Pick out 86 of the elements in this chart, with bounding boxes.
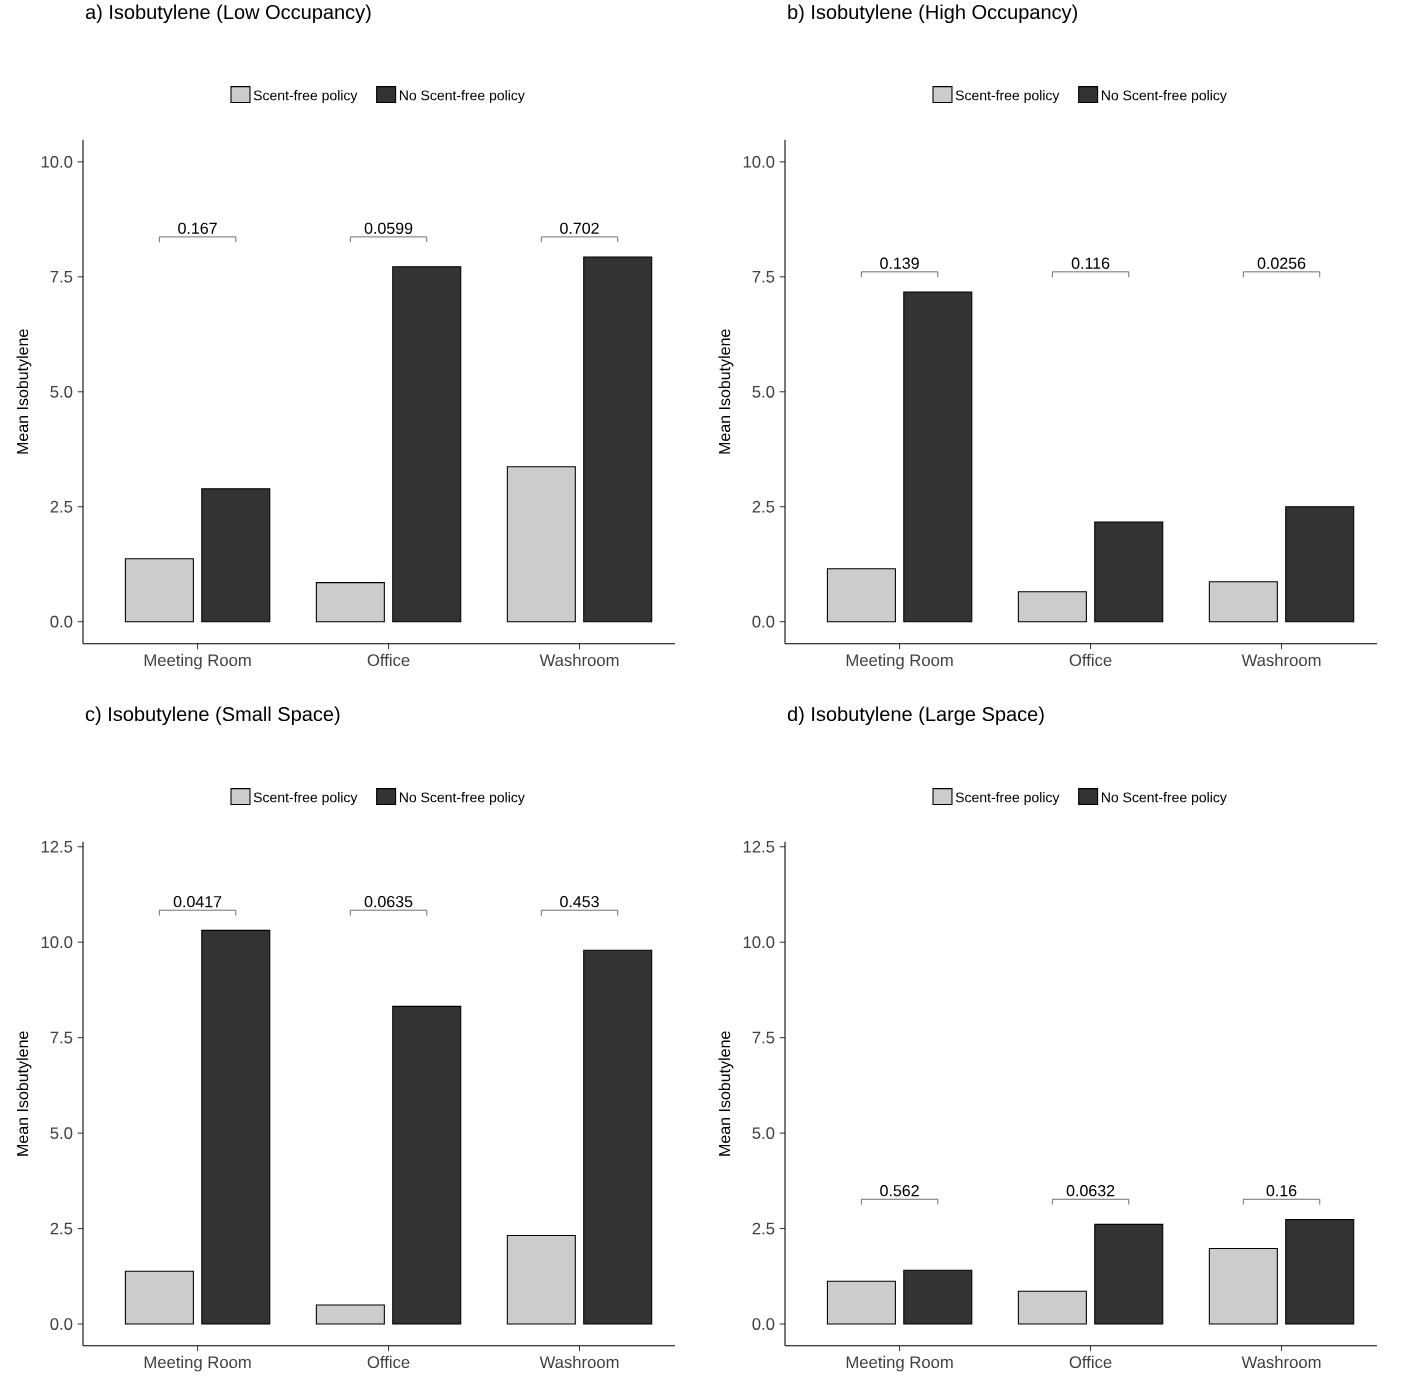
bar [1285,1218,1355,1325]
y-tick-label: 2.5 [50,500,73,513]
bar [1208,581,1278,623]
y-tick-label: 12.5 [743,840,775,853]
legend-label: No Scent-free policy [399,792,525,806]
y-tick-label: 0.0 [50,1318,73,1331]
y-tick-label: 7.5 [50,271,73,283]
x-tick-label: Meeting Room [144,653,251,670]
legend-label: Scent-free policy [253,792,358,806]
bar [201,929,271,1325]
y-tick-label: 10.0 [743,936,775,949]
x-tick-label: Office [1069,653,1112,667]
bar [903,1269,973,1325]
annotation: 0.453 [560,896,599,908]
x-tick-label: Meeting Room [846,1355,953,1372]
x-tick-label: Meeting Room [144,1355,251,1372]
y-axis-title: Mean Isobutylene [718,1031,734,1156]
annotation: 0.0632 [1066,1185,1115,1197]
x-tick-label: Washroom [539,1355,619,1369]
annotation: 0.0256 [1257,257,1306,269]
bar [1208,1247,1278,1325]
x-tick-label: Meeting Room [846,653,953,670]
bar [315,1304,385,1325]
legend-label: Scent-free policy [955,792,1060,806]
y-tick-label: 2.5 [50,1222,73,1235]
bar [315,582,385,623]
annotation: 0.562 [880,1185,919,1197]
bar [1094,521,1164,623]
y-axis-title: Mean Isobutylene [718,329,734,454]
x-tick-label: Office [1069,1355,1112,1369]
annotation: 0.0417 [173,896,222,908]
annotation: 0.702 [560,222,599,235]
annotation: 0.139 [880,257,919,269]
y-tick-label: 10.0 [41,936,73,949]
x-tick-label: Washroom [1241,653,1321,667]
y-tick-label: 0.0 [50,615,73,628]
x-tick-label: Office [367,1355,410,1369]
y-tick-label: 2.5 [752,500,775,513]
y-tick-label: 12.5 [41,840,73,853]
bar [201,488,271,623]
bar [124,1270,194,1325]
legend-label: No Scent-free policy [1101,90,1227,104]
y-axis-title: Mean Isobutylene [16,1031,32,1156]
chart-title: b) Isobutylene (High Occupancy) [788,4,1078,24]
y-tick-label: 5.0 [752,385,775,398]
bar [506,466,576,623]
bar [392,1005,462,1325]
chart-title: c) Isobutylene (Small Space) [85,706,340,726]
bar [583,256,653,623]
annotation: 0.167 [178,222,217,235]
legend-label: Scent-free policy [253,90,358,104]
bar [826,1280,896,1325]
bar [1094,1223,1164,1325]
y-tick-label: 10.0 [41,156,73,168]
y-tick-label: 5.0 [50,1127,73,1140]
bar [583,949,653,1325]
annotation: 0.0599 [364,222,413,235]
bar [826,568,896,623]
y-tick-label: 10.0 [743,156,775,168]
y-tick-label: 2.5 [752,1222,775,1235]
y-tick-label: 5.0 [752,1127,775,1140]
bar [1017,1290,1087,1325]
chart-title: a) Isobutylene (Low Occupancy) [85,4,371,24]
bar [903,291,973,623]
y-tick-label: 7.5 [752,271,775,283]
legend-label: No Scent-free policy [399,90,525,104]
y-tick-label: 0.0 [752,615,775,628]
x-tick-label: Washroom [1241,1355,1321,1369]
y-tick-label: 0.0 [752,1318,775,1331]
x-tick-label: Washroom [539,653,619,667]
bar [124,558,194,623]
y-tick-label: 7.5 [50,1031,73,1044]
annotation: 0.116 [1071,257,1110,269]
y-tick-label: 5.0 [50,385,73,398]
x-tick-label: Office [367,653,410,667]
legend-label: No Scent-free policy [1101,792,1227,806]
chart-title: d) Isobutylene (Large Space) [787,706,1044,726]
bar [1017,591,1087,623]
legend-label: Scent-free policy [955,90,1060,104]
bar [1285,506,1355,623]
annotation: 0.16 [1266,1185,1297,1197]
annotation: 0.0635 [364,896,413,908]
bar [392,266,462,623]
bar [506,1235,576,1325]
y-axis-title: Mean Isobutylene [16,329,32,454]
y-tick-label: 7.5 [752,1031,775,1044]
